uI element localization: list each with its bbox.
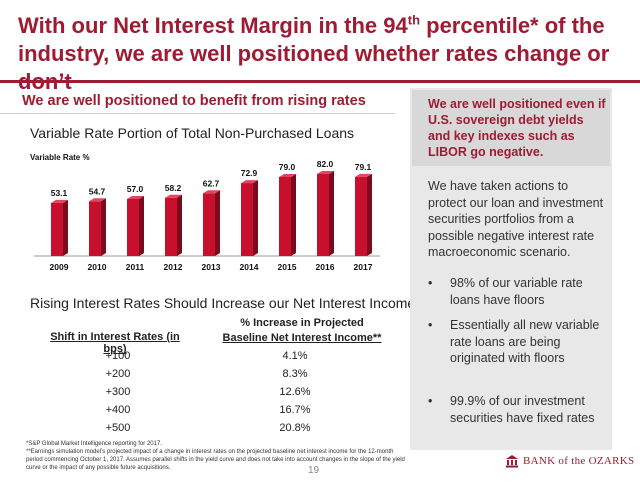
bar-value-label: 79.1	[355, 162, 372, 172]
bar-2012	[165, 197, 177, 256]
bar-top-2009	[51, 199, 68, 203]
row-shift: +300	[105, 386, 131, 398]
side-panel-paragraph: We have taken actions to protect our loa…	[428, 179, 604, 259]
bar-2013	[203, 193, 215, 256]
x-tick-label: 2009	[50, 262, 69, 272]
row-shift: +400	[105, 404, 131, 416]
side-panel-heading: We are well positioned even if U.S. sove…	[428, 97, 606, 159]
left-section-heading: We are well positioned to benefit from r…	[22, 93, 366, 109]
chart-y-label: Variable Rate %	[30, 153, 90, 162]
footnote-sp: *S&P Global Market Intelligence reportin…	[26, 441, 162, 447]
bar-top-2016	[317, 171, 334, 174]
bar-top-2011	[127, 196, 144, 199]
x-tick-label: 2015	[278, 262, 297, 272]
bar-value-label: 53.1	[51, 188, 68, 198]
x-tick-label: 2010	[88, 262, 107, 272]
bar-value-label: 58.2	[165, 183, 182, 193]
table-row: +200 8.3%	[40, 368, 390, 386]
bullet-text: 99.9% of our investment securities have …	[450, 394, 595, 425]
bar-2016	[317, 174, 329, 256]
x-tick-label: 2011	[126, 262, 145, 272]
table-row: +100 4.1%	[40, 350, 390, 368]
row-increase: 12.6%	[279, 386, 311, 398]
bar-side-2017	[367, 173, 372, 256]
row-increase: 20.8%	[279, 422, 311, 434]
x-tick-label: 2012	[164, 262, 183, 272]
bar-2011	[127, 199, 139, 256]
row-increase: 16.7%	[279, 404, 311, 416]
bar-value-label: 57.0	[127, 184, 144, 194]
bar-2014	[241, 183, 253, 256]
left-heading-divider	[0, 113, 395, 114]
bank-building-icon	[506, 455, 518, 468]
bar-value-label: 79.0	[279, 162, 296, 172]
bullet-text: 98% of our variable rate loans have floo…	[450, 276, 583, 307]
variable-rate-bar-chart: Variable Rate % 53.1 2009 54.7 2010 57.0 2011…	[30, 153, 380, 272]
bullet-text: Essentially all new variable rate loans …	[450, 318, 600, 365]
title-divider	[0, 80, 640, 83]
x-tick-label: 2013	[202, 262, 221, 272]
x-tick-label: 2016	[316, 262, 335, 272]
page-title: With our Net Interest Margin in the 94th…	[18, 12, 628, 96]
bullet-dot: •	[428, 394, 433, 408]
row-increase: 8.3%	[282, 368, 308, 380]
bar-side-2015	[291, 174, 296, 256]
bar-top-2015	[279, 174, 296, 177]
title-line2: industry, we are well positioned whether…	[18, 41, 610, 94]
bar-side-2012	[177, 194, 182, 256]
table-row: +400 16.7%	[40, 404, 390, 422]
col-header-increase-line2: Baseline Net Interest Income**	[222, 332, 382, 344]
bar-side-2016	[329, 171, 334, 256]
title-superscript: th	[407, 12, 421, 28]
bar-top-2017	[355, 173, 372, 177]
bar-value-label: 54.7	[89, 186, 106, 196]
page-number: 19	[308, 465, 320, 476]
col-header-shift: Shift in Interest Rates (in bps)	[50, 331, 180, 355]
row-increase: 4.1%	[282, 350, 308, 362]
bar-top-2014	[241, 180, 258, 184]
bank-logo: BANK of the OZARKS	[505, 454, 634, 468]
row-shift: +200	[105, 368, 131, 380]
table-row: +500 20.8%	[40, 422, 390, 440]
bar-side-2014	[253, 180, 258, 256]
bullet-dot: •	[428, 276, 433, 290]
bar-side-2010	[101, 198, 106, 256]
table-title: Rising Interest Rates Should Increase ou…	[30, 295, 416, 311]
title-line1-pre: With our Net Interest Margin in the 94	[18, 13, 408, 38]
bar-top-2012	[165, 194, 182, 198]
x-tick-label: 2017	[354, 262, 373, 272]
bar-top-2010	[89, 198, 106, 202]
footnote-simulation: **Earnings simulation model’s projected …	[26, 449, 405, 471]
chart-title: Variable Rate Portion of Total Non-Purch…	[30, 125, 355, 141]
side-panel-heading-box	[412, 90, 610, 166]
bar-value-label: 72.9	[241, 168, 258, 178]
bar-side-2011	[139, 196, 144, 256]
col-header-increase-line1: % Increase in Projected	[240, 317, 364, 329]
bar-top-2013	[203, 190, 220, 194]
title-line1-post: percentile* of the	[420, 13, 605, 38]
bar-side-2013	[215, 190, 220, 256]
col-header-increase: % Increase in Projected Baseline Net Int…	[212, 316, 392, 346]
bar-value-label: 62.7	[203, 178, 220, 188]
table-row: +300 12.6%	[40, 386, 390, 404]
row-shift: +100	[105, 350, 131, 362]
bullet-dot: •	[428, 318, 433, 332]
bar-side-2009	[63, 199, 68, 256]
row-shift: +500	[105, 422, 131, 434]
bar-2017	[355, 176, 367, 256]
x-tick-label: 2014	[240, 262, 259, 272]
bar-2009	[51, 202, 63, 256]
bar-2010	[89, 201, 101, 256]
bar-2015	[279, 177, 291, 256]
bar-value-label: 82.0	[317, 159, 334, 169]
logo-text: BANK of the OZARKS	[523, 455, 635, 467]
